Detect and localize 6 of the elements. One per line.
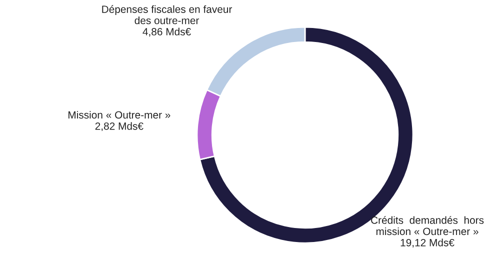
data-label: 19,12 Mds€ (400, 238, 454, 248)
slice-label: Dépenses fiscales en faveur des outre-mer (102, 5, 232, 24)
slice-label: Mission « Outre-mer » (68, 110, 170, 119)
data-label: 2,82 Mds€ (95, 122, 144, 132)
data-label: 4,86 Mds€ (142, 28, 191, 37)
slice-label: Crédits demandés hors mission « Outre-mer » (371, 216, 484, 236)
